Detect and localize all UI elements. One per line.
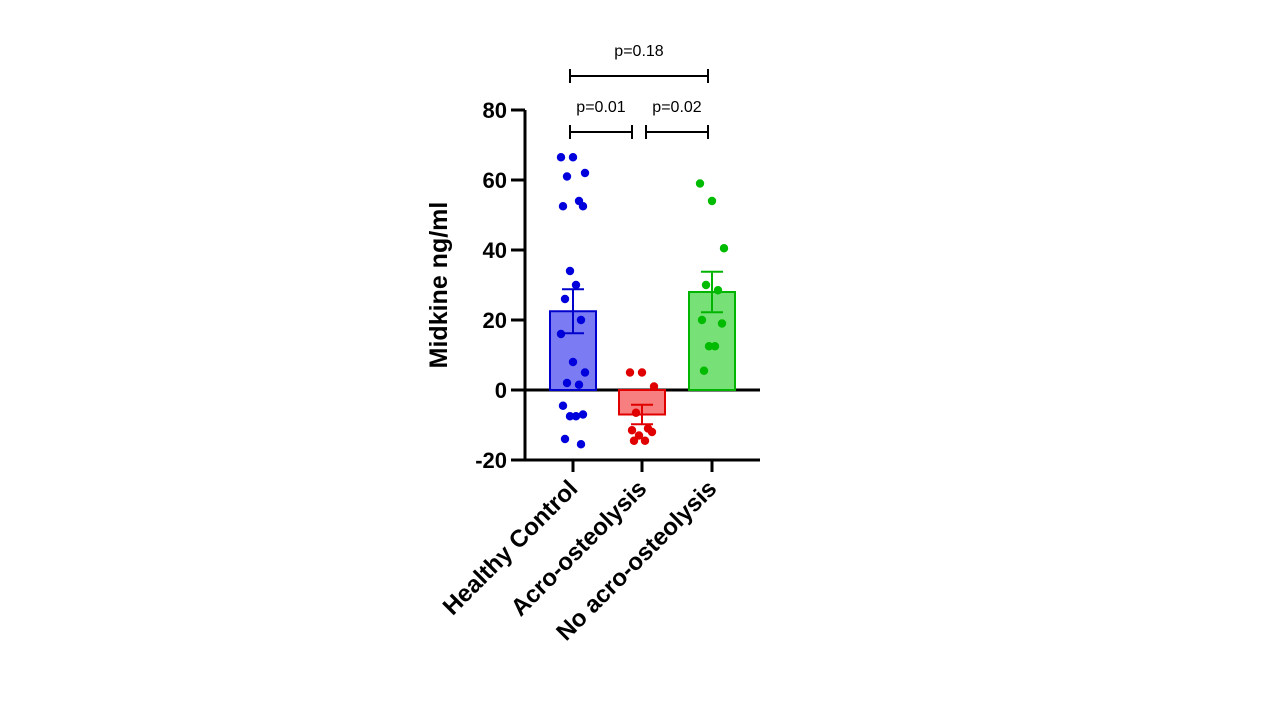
data-point: [640, 436, 650, 445]
data-point: [576, 315, 586, 325]
data-point: [571, 412, 581, 421]
data-point: [560, 294, 570, 304]
p-value-label: p=0.18: [614, 43, 663, 60]
data-point: [625, 368, 635, 377]
data-point: [634, 431, 644, 440]
error-bars: [562, 270, 723, 426]
y-tick-label: 80: [483, 98, 507, 123]
y-tick-label: 60: [483, 168, 507, 193]
data-point: [568, 357, 578, 367]
data-point: [719, 244, 729, 253]
data-point: [627, 426, 637, 435]
data-point: [558, 401, 568, 410]
data-point: [574, 380, 584, 389]
data-point: [707, 196, 717, 206]
data-point: [576, 440, 586, 449]
y-axis-title: Midkine ng/ml: [425, 202, 453, 369]
data-point: [629, 436, 639, 445]
data-point: [717, 319, 727, 328]
bars: [549, 291, 736, 416]
data-point: [695, 179, 705, 188]
data-point: [565, 266, 575, 276]
y-tick-label: 0: [495, 378, 507, 403]
data-point: [578, 202, 588, 211]
data-point: [571, 280, 581, 290]
data-point: [556, 153, 566, 162]
data-point: [580, 168, 590, 178]
data-point: [637, 368, 647, 377]
data-point: [565, 412, 575, 421]
data-point: [562, 172, 572, 181]
data-point: [704, 342, 714, 351]
data-point: [578, 410, 588, 419]
y-tick-label: 40: [483, 238, 507, 263]
data-point: [713, 286, 723, 295]
data-point: [556, 329, 566, 339]
y-tick-label: 20: [483, 308, 507, 333]
data-point: [699, 366, 709, 375]
data-point: [580, 368, 590, 377]
data-point: [649, 382, 659, 391]
significance-brackets: p=0.01 p=0.02 p=0.18: [569, 43, 709, 139]
data-point: [697, 315, 707, 325]
data-point: [562, 378, 572, 388]
data-points: [556, 153, 729, 449]
data-point: [568, 153, 578, 162]
data-point: [558, 202, 568, 211]
p-value-label: p=0.02: [652, 99, 701, 116]
data-point: [701, 280, 711, 290]
y-tick-label: -20: [475, 448, 507, 473]
data-point: [647, 427, 657, 437]
data-point: [631, 408, 641, 417]
data-point: [710, 342, 720, 351]
data-point: [560, 434, 570, 444]
p-value-label: p=0.01: [576, 99, 625, 116]
